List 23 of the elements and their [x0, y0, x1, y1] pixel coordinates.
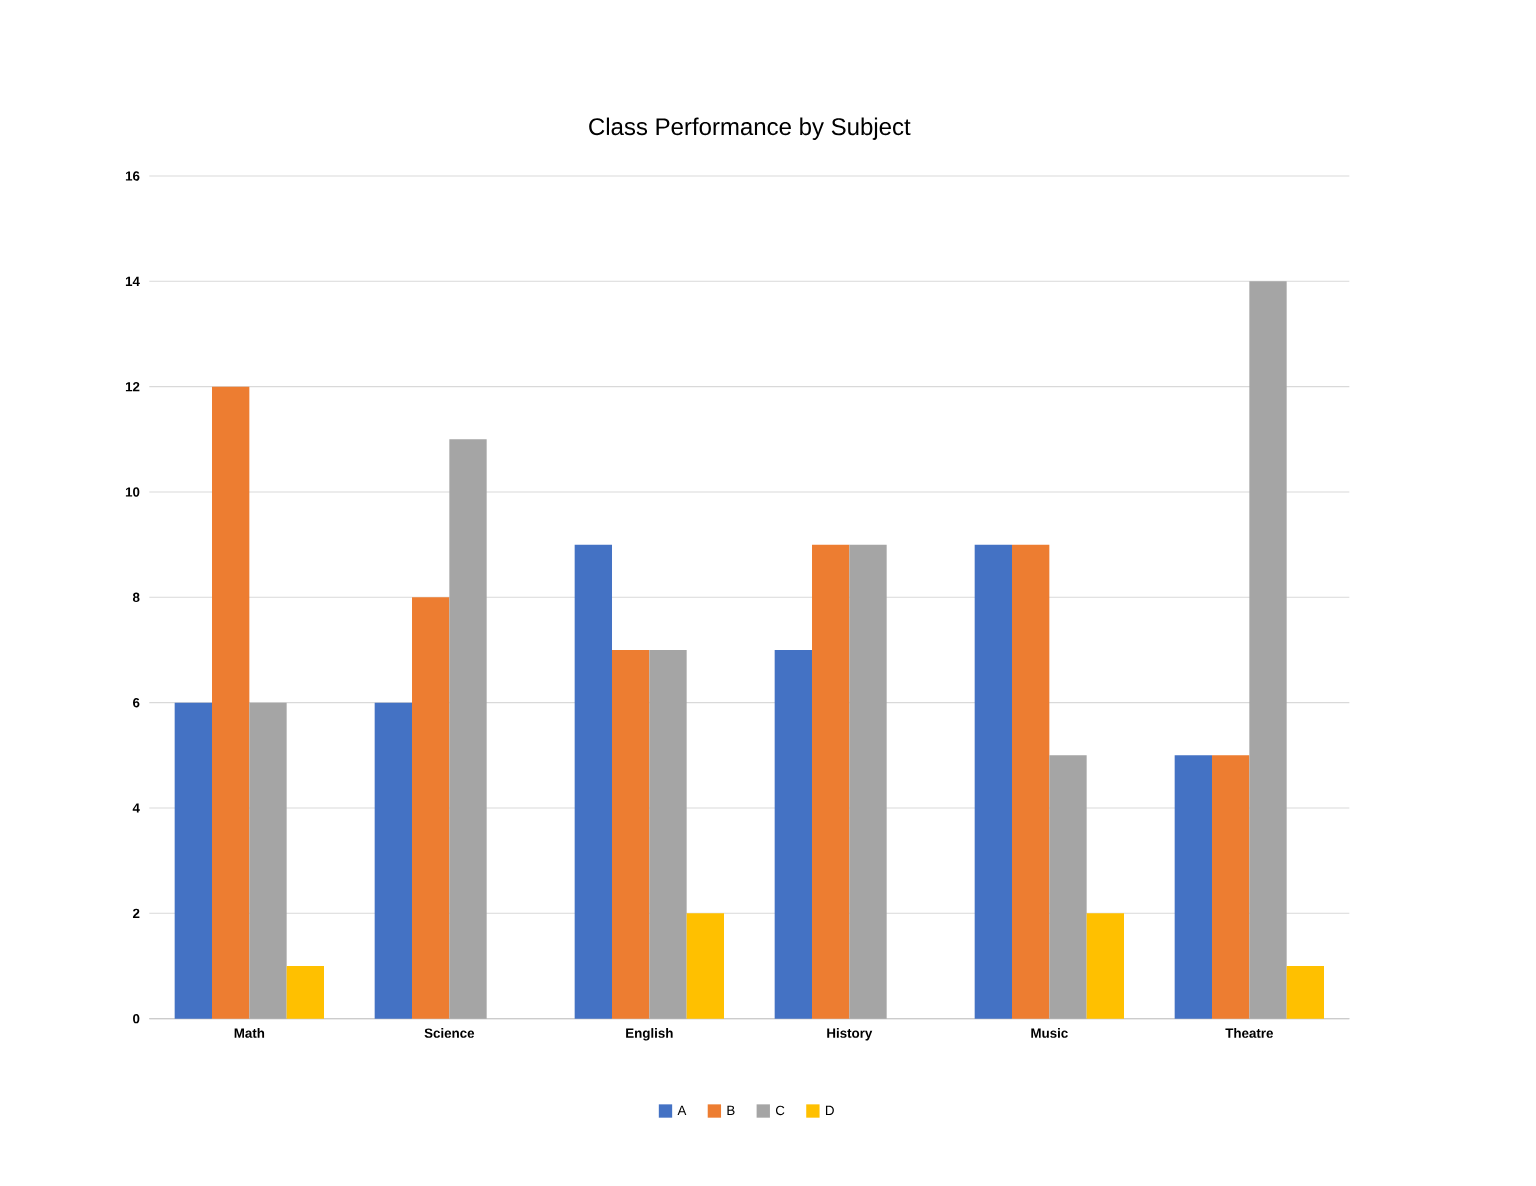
bar: [174, 702, 213, 1019]
bar: [1212, 755, 1250, 1019]
bar: [1049, 755, 1087, 1019]
bar: [212, 386, 250, 1019]
bar: [574, 544, 612, 1019]
bar: [449, 439, 487, 1019]
bar: [974, 544, 1012, 1019]
bar: [1012, 544, 1050, 1019]
bar: [774, 649, 813, 1019]
bar: [1086, 913, 1124, 1019]
bar: [812, 544, 850, 1019]
bar: [1286, 965, 1325, 1019]
bar: [412, 597, 450, 1019]
bar: [286, 965, 325, 1019]
bar: [686, 913, 725, 1019]
bar: [249, 702, 287, 1019]
bar: [1249, 281, 1287, 1019]
chart-title: Class Performance by Subject: [589, 117, 911, 140]
bar: [374, 702, 413, 1019]
bar: [649, 649, 687, 1019]
bar: [849, 544, 887, 1019]
bar: [612, 649, 650, 1019]
bar: [1174, 755, 1213, 1019]
